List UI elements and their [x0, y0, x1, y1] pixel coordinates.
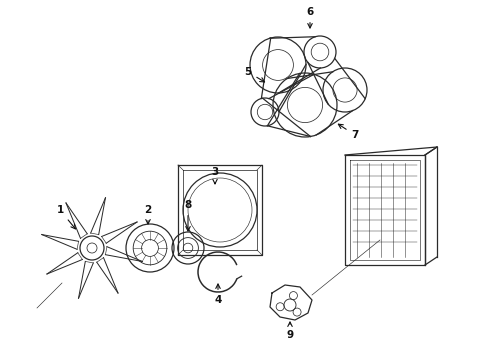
Text: 7: 7 — [339, 124, 359, 140]
Text: 3: 3 — [211, 167, 219, 184]
Text: 8: 8 — [184, 200, 192, 231]
Text: 6: 6 — [306, 7, 314, 28]
Text: 1: 1 — [56, 205, 75, 229]
Text: 5: 5 — [245, 67, 265, 82]
Text: 4: 4 — [214, 284, 221, 305]
Text: 9: 9 — [287, 322, 294, 340]
Text: 2: 2 — [145, 205, 151, 224]
